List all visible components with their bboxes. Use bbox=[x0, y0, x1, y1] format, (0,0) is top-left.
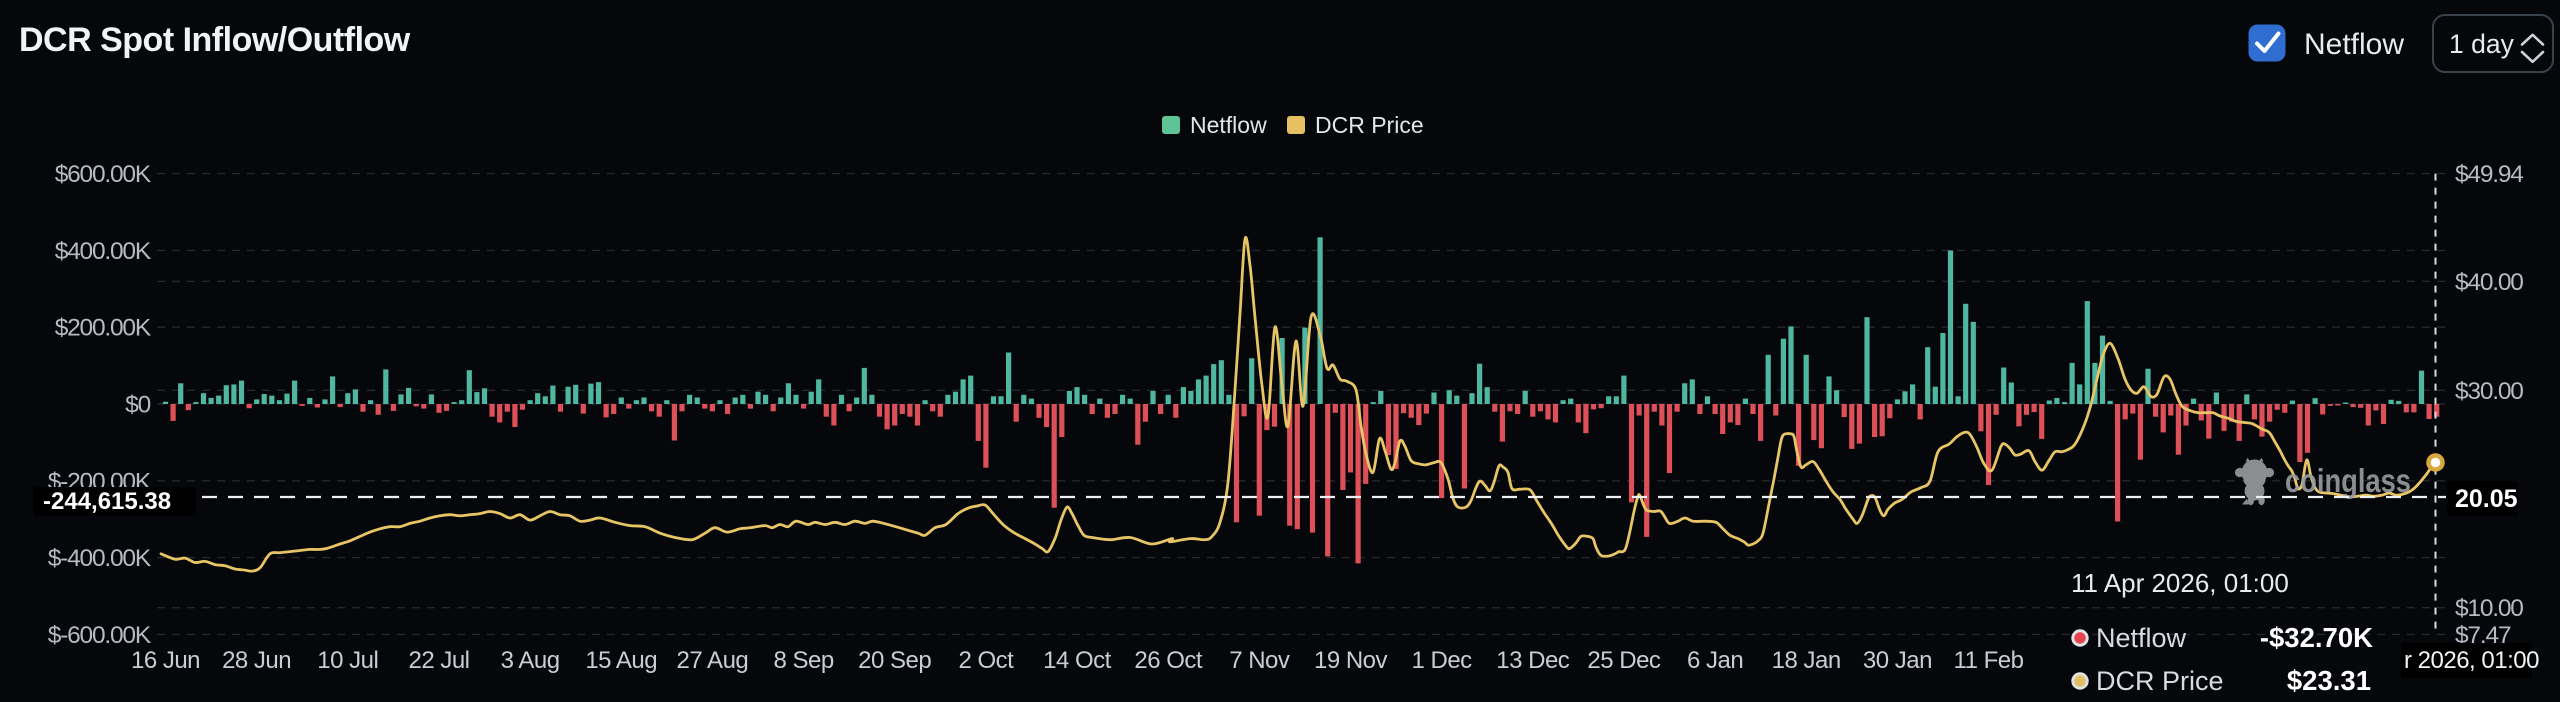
svg-text:30 Jan: 30 Jan bbox=[1863, 647, 1932, 674]
svg-text:$0: $0 bbox=[125, 392, 150, 419]
svg-text:-$32.70K: -$32.70K bbox=[2260, 622, 2373, 653]
svg-text:2 Oct: 2 Oct bbox=[958, 647, 1014, 674]
svg-text:$600.00K: $600.00K bbox=[55, 161, 152, 188]
svg-text:1 Dec: 1 Dec bbox=[1411, 647, 1472, 674]
svg-text:11 Feb: 11 Feb bbox=[1954, 647, 2024, 674]
svg-text:22 Jul: 22 Jul bbox=[408, 647, 469, 674]
svg-text:20.05: 20.05 bbox=[2455, 485, 2518, 513]
svg-text:r 2026, 01:00: r 2026, 01:00 bbox=[2404, 647, 2539, 674]
svg-text:$49.94: $49.94 bbox=[2455, 161, 2523, 188]
svg-text:Netflow: Netflow bbox=[1190, 112, 1267, 138]
svg-text:13 Dec: 13 Dec bbox=[1496, 647, 1570, 674]
svg-text:$30.00: $30.00 bbox=[2455, 378, 2523, 405]
svg-text:$10.00: $10.00 bbox=[2455, 595, 2523, 622]
svg-text:27 Aug: 27 Aug bbox=[677, 647, 749, 674]
svg-text:$-400.00K: $-400.00K bbox=[48, 545, 152, 572]
svg-text:11 Apr 2026, 01:00: 11 Apr 2026, 01:00 bbox=[2071, 568, 2289, 598]
svg-text:$200.00K: $200.00K bbox=[55, 315, 152, 342]
svg-text:6 Jan: 6 Jan bbox=[1687, 647, 1743, 674]
svg-text:8 Sep: 8 Sep bbox=[773, 647, 833, 674]
svg-text:DCR Spot Inflow/Outflow: DCR Spot Inflow/Outflow bbox=[19, 21, 411, 59]
svg-text:Netflow: Netflow bbox=[2096, 623, 2187, 653]
svg-text:18 Jan: 18 Jan bbox=[1772, 647, 1841, 674]
svg-text:$-600.00K: $-600.00K bbox=[48, 622, 152, 649]
svg-text:3 Aug: 3 Aug bbox=[501, 647, 560, 674]
svg-text:10 Jul: 10 Jul bbox=[317, 647, 378, 674]
svg-text:1 day: 1 day bbox=[2449, 29, 2515, 59]
svg-text:25 Dec: 25 Dec bbox=[1587, 647, 1661, 674]
svg-text:-244,615.38: -244,615.38 bbox=[43, 488, 171, 515]
svg-text:16 Jun: 16 Jun bbox=[131, 647, 200, 674]
svg-text:Netflow: Netflow bbox=[2304, 28, 2404, 61]
svg-text:26 Oct: 26 Oct bbox=[1134, 647, 1203, 674]
svg-text:28 Jun: 28 Jun bbox=[222, 647, 291, 674]
svg-text:coinglass: coinglass bbox=[2285, 462, 2411, 499]
svg-text:$40.00: $40.00 bbox=[2455, 269, 2523, 296]
svg-text:19 Nov: 19 Nov bbox=[1314, 647, 1388, 674]
svg-text:DCR Price: DCR Price bbox=[2096, 666, 2224, 696]
svg-text:$23.31: $23.31 bbox=[2287, 665, 2371, 696]
svg-text:14 Oct: 14 Oct bbox=[1043, 647, 1112, 674]
svg-text:7 Nov: 7 Nov bbox=[1229, 647, 1290, 674]
svg-text:$400.00K: $400.00K bbox=[55, 238, 152, 265]
svg-text:20 Sep: 20 Sep bbox=[858, 647, 931, 674]
svg-text:DCR Price: DCR Price bbox=[1315, 112, 1424, 138]
svg-text:15 Aug: 15 Aug bbox=[585, 647, 657, 674]
